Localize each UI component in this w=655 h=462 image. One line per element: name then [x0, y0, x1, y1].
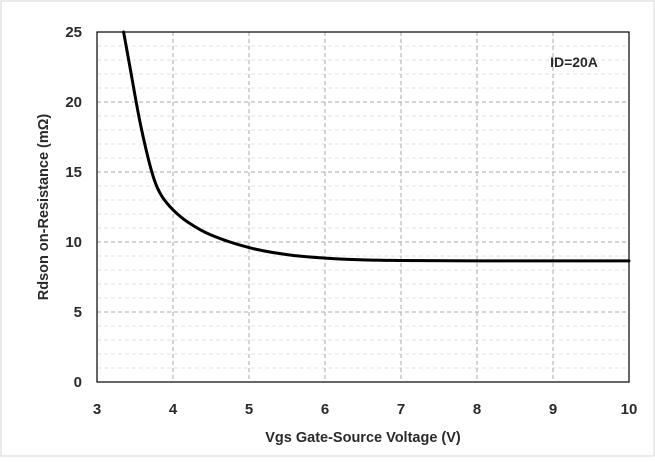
series-line-rdson: [122, 30, 631, 263]
x-tick-label: 5: [245, 401, 253, 418]
plot-area-frame: [96, 31, 630, 383]
annotation-id: ID=20A: [550, 54, 598, 70]
x-axis-title: Vgs Gate-Source Voltage (V): [265, 430, 461, 446]
x-tick-label: 4: [169, 401, 178, 418]
y-tick-label: 5: [74, 304, 82, 321]
y-tick-label: 25: [65, 24, 82, 41]
x-tick-label: 8: [473, 401, 481, 418]
y-tick-label: 20: [65, 94, 82, 111]
y-tick-label: 15: [65, 164, 82, 181]
x-tick-label: 9: [549, 401, 557, 418]
y-tick-label: 10: [65, 234, 82, 251]
y-tick-label: 0: [74, 374, 82, 391]
y-axis-title: Rdson on-Resistance (mΩ): [36, 114, 52, 301]
x-tick-label: 6: [321, 401, 329, 418]
x-tick-label: 3: [93, 401, 101, 418]
x-tick-label: 7: [397, 401, 405, 418]
x-tick-label: 10: [621, 401, 638, 418]
